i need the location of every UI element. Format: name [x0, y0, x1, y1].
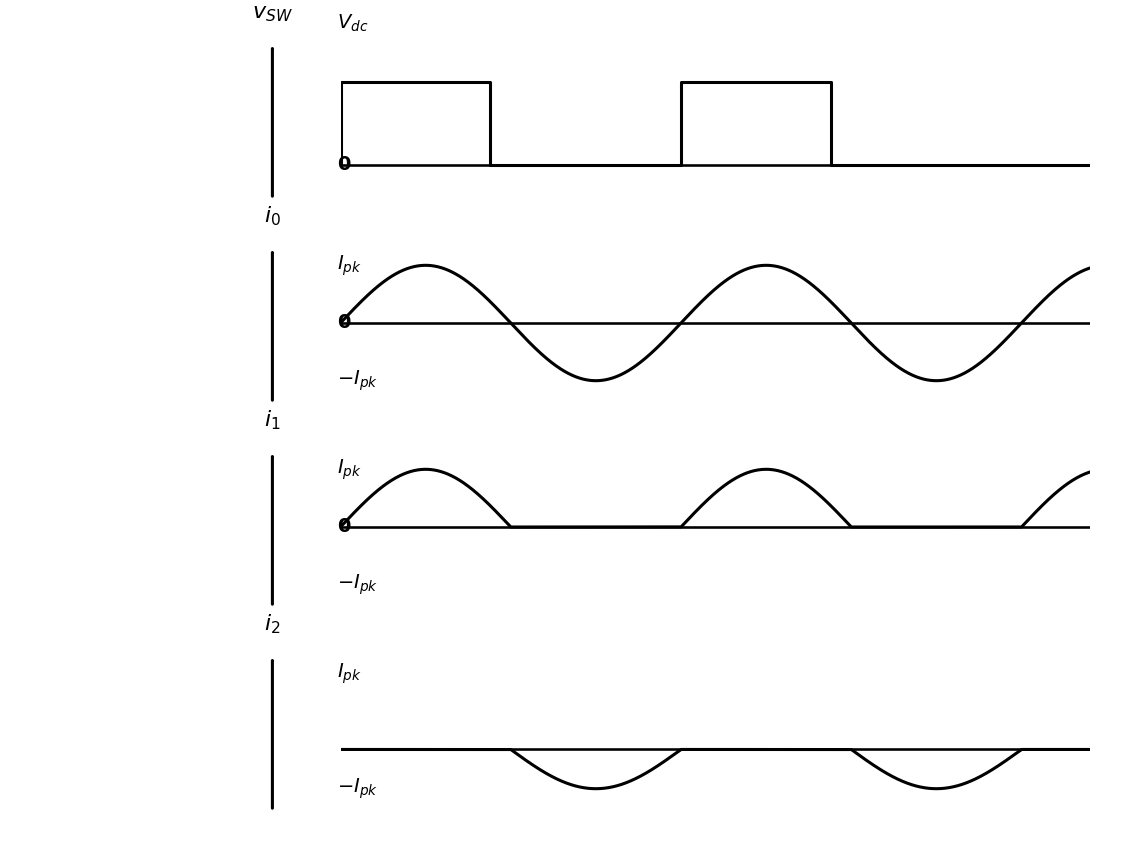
Text: $I_{pk}$: $I_{pk}$ [337, 661, 362, 686]
Text: $i_{1}$: $i_{1}$ [264, 409, 280, 432]
Text: $\mathbf{0}$: $\mathbf{0}$ [337, 314, 351, 332]
Text: $V_{dc}$: $V_{dc}$ [337, 13, 368, 35]
Text: $\mathbf{0}$: $\mathbf{0}$ [337, 155, 351, 174]
Text: $\mathbf{0}$: $\mathbf{0}$ [337, 518, 351, 536]
Text: $-I_{pk}$: $-I_{pk}$ [337, 572, 378, 597]
Text: $I_{pk}$: $I_{pk}$ [337, 457, 362, 482]
Text: $I_{pk}$: $I_{pk}$ [337, 253, 362, 278]
Text: $i_{2}$: $i_{2}$ [264, 613, 280, 636]
Text: $-I_{pk}$: $-I_{pk}$ [337, 776, 378, 801]
Text: $v_{{SW}}$: $v_{{SW}}$ [252, 4, 293, 24]
Text: $i_{0}$: $i_{0}$ [264, 205, 280, 228]
Text: $-I_{pk}$: $-I_{pk}$ [337, 368, 378, 393]
